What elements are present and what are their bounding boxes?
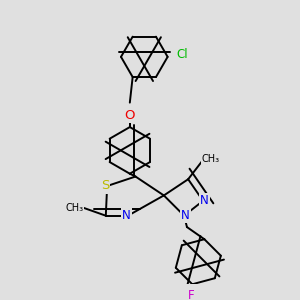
Text: Cl: Cl bbox=[176, 47, 188, 61]
Text: O: O bbox=[124, 109, 135, 122]
Text: F: F bbox=[188, 289, 194, 300]
Text: S: S bbox=[101, 179, 109, 193]
Text: N: N bbox=[181, 209, 190, 222]
Text: CH₃: CH₃ bbox=[202, 154, 220, 164]
Text: N: N bbox=[122, 209, 131, 222]
Text: N: N bbox=[200, 194, 209, 207]
Text: CH₃: CH₃ bbox=[65, 202, 83, 213]
